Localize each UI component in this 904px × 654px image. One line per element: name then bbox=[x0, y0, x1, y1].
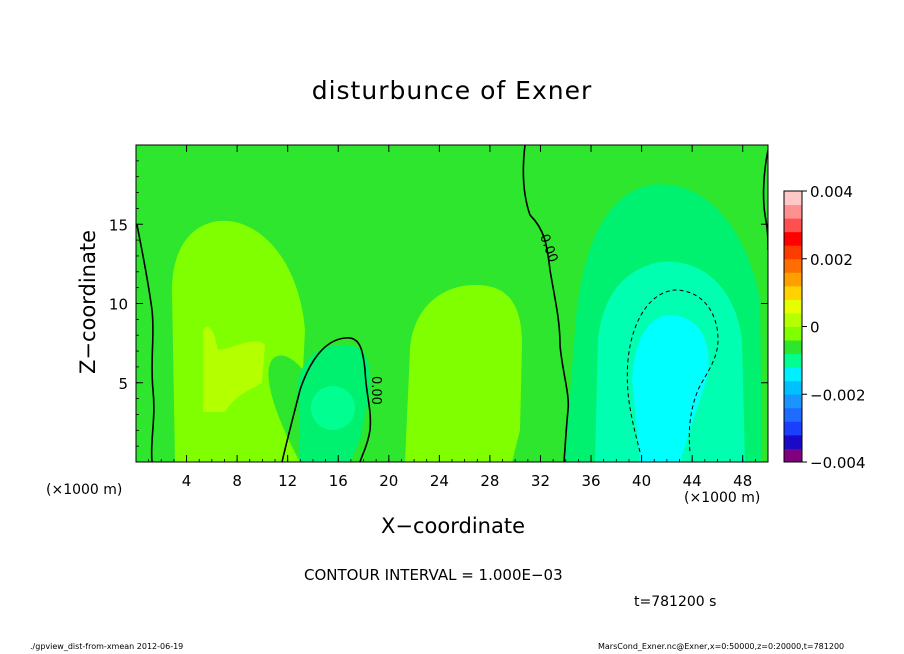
negative-core-small bbox=[311, 386, 355, 430]
x-tick-label: 48 bbox=[733, 472, 752, 490]
positive-region-right bbox=[405, 285, 522, 462]
colorbar-swatch bbox=[784, 231, 802, 246]
x-tick-label: 12 bbox=[278, 472, 297, 490]
colorbar-swatch bbox=[784, 434, 802, 449]
colorbar-swatch bbox=[784, 191, 802, 206]
y-axis-ticks: 5 10 15 bbox=[109, 144, 768, 463]
colorbar-swatch bbox=[784, 326, 802, 341]
colorbar-swatch bbox=[784, 367, 802, 382]
footer-command: ./gpview_dist-from-xmean 2012-06-19 bbox=[30, 642, 184, 651]
x-tick-label: 32 bbox=[531, 472, 550, 490]
colorbar-swatch bbox=[784, 204, 802, 219]
colorbar-swatch bbox=[784, 421, 802, 436]
colorbar-swatch bbox=[784, 394, 802, 409]
colorbar-swatch bbox=[784, 272, 802, 287]
colorbar: 0.004 0.002 0 −0.002 −0.004 bbox=[783, 183, 866, 472]
colorbar-tick-label: −0.002 bbox=[810, 386, 866, 404]
time-label: t=781200 s bbox=[634, 594, 717, 610]
x-tick-label: 44 bbox=[683, 472, 702, 490]
y-tick-label: 10 bbox=[109, 296, 128, 314]
zero-contour-lobe bbox=[281, 337, 372, 462]
x-tick-label: 36 bbox=[581, 472, 600, 490]
colorbar-swatch bbox=[784, 312, 802, 327]
colorbar-tick-label: −0.004 bbox=[810, 454, 866, 472]
zero-contour-right bbox=[522, 145, 570, 462]
contour-label-lower: 0.00 bbox=[368, 376, 383, 405]
x-tick-label: 40 bbox=[632, 472, 651, 490]
x-tick-label: 28 bbox=[480, 472, 499, 490]
colorbar-swatch bbox=[784, 245, 802, 260]
y-tick-label: 15 bbox=[109, 216, 128, 234]
chart-title: disturbunce of Exner bbox=[311, 76, 593, 105]
colorbar-swatch bbox=[784, 380, 802, 395]
colorbar-swatch bbox=[784, 258, 802, 273]
negative-region-right-core bbox=[632, 315, 709, 462]
zero-contour-left bbox=[136, 224, 155, 462]
plot-field bbox=[136, 145, 768, 462]
y-tick-label: 5 bbox=[118, 375, 128, 393]
colorbar-swatch bbox=[784, 299, 802, 314]
negative-contour bbox=[626, 289, 719, 453]
colorbar-swatch bbox=[784, 448, 802, 463]
colorbar-tick-label: 0 bbox=[810, 319, 820, 337]
x-axis-unit-right: (×1000 m) bbox=[684, 490, 761, 506]
contour-interval-text: CONTOUR INTERVAL = 1.000E−03 bbox=[304, 566, 563, 584]
footer-source: MarsCond_Exner.nc@Exner,x=0:50000,z=0:20… bbox=[598, 642, 845, 651]
colorbar-swatch bbox=[784, 407, 802, 422]
colorbar-tick-label: 0.002 bbox=[810, 251, 853, 269]
x-axis-label: X−coordinate bbox=[381, 514, 525, 538]
x-tick-label: 8 bbox=[232, 472, 242, 490]
colorbar-swatch bbox=[784, 340, 802, 355]
colorbar-swatch bbox=[784, 285, 802, 300]
x-axis-unit-left: (×1000 m) bbox=[46, 482, 123, 498]
colorbar-swatch bbox=[784, 218, 802, 233]
x-tick-label: 4 bbox=[182, 472, 192, 490]
colorbar-swatch bbox=[784, 353, 802, 368]
x-tick-label: 16 bbox=[329, 472, 348, 490]
x-axis-ticks: 4 8 12 16 20 24 28 32 36 40 44 48 bbox=[135, 145, 769, 490]
colorbar-tick-label: 0.004 bbox=[810, 183, 853, 201]
x-tick-label: 24 bbox=[430, 472, 449, 490]
x-tick-label: 20 bbox=[379, 472, 398, 490]
positive-region-core bbox=[203, 326, 265, 412]
